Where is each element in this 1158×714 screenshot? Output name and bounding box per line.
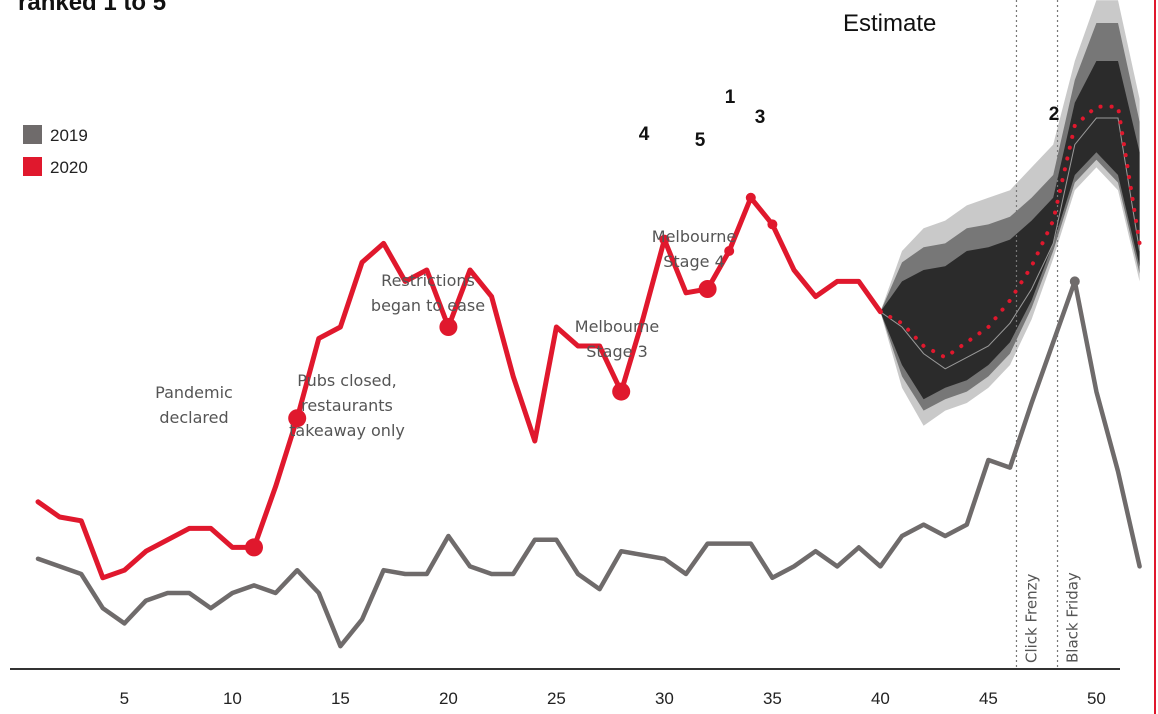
event-label: Black Friday bbox=[1064, 572, 1082, 663]
annotation-line: restaurants bbox=[301, 396, 393, 415]
x-tick-label: 25 bbox=[547, 689, 566, 708]
legend-swatch-2019 bbox=[23, 125, 42, 144]
highlight-points bbox=[245, 192, 1080, 557]
x-tick-label: 30 bbox=[655, 689, 674, 708]
event-marker-2020 bbox=[245, 538, 263, 557]
annotations: Pandemic declared Pubs closed, restaurants t… bbox=[155, 227, 736, 440]
series-lines bbox=[35, 104, 1142, 649]
rank-marker-2020 bbox=[767, 219, 778, 230]
rank-label: 2 bbox=[1049, 104, 1060, 125]
event-marker-2020 bbox=[439, 318, 458, 336]
annotation-line: Stage 3 bbox=[586, 342, 648, 361]
event-marker-2020 bbox=[698, 280, 717, 298]
estimate-center-line bbox=[880, 117, 1141, 370]
annotation-line: Stage 4 bbox=[663, 252, 725, 271]
rank-marker-2019 bbox=[1069, 276, 1080, 287]
annotation-line: began to ease bbox=[371, 296, 485, 315]
x-tick-label: 50 bbox=[1087, 689, 1106, 708]
chart-title-fragment: ranked 1 to 5 bbox=[18, 0, 166, 16]
estimate-bands bbox=[880, 0, 1141, 426]
legend-swatch-2020 bbox=[23, 157, 42, 176]
rank-marker-2020 bbox=[745, 192, 756, 203]
annotation-line: Melbourne bbox=[575, 317, 659, 336]
series-line-estimate bbox=[878, 104, 1142, 360]
rank-marker-2020 bbox=[724, 246, 735, 256]
x-tick-label: 5 bbox=[120, 689, 129, 708]
series-line-2019 bbox=[35, 279, 1142, 649]
legend: 2019 2020 bbox=[23, 125, 88, 177]
series-line-2020 bbox=[35, 195, 883, 581]
rank-marker-2020 bbox=[659, 234, 670, 245]
legend-label-2019: 2019 bbox=[50, 126, 88, 145]
x-tick-label: 15 bbox=[331, 689, 350, 708]
x-tick-label: 35 bbox=[763, 689, 782, 708]
annotation-line: Melbourne bbox=[652, 227, 736, 246]
annotation-line: Restrictions bbox=[381, 271, 475, 290]
event-label: Click Frenzy bbox=[1022, 574, 1040, 663]
legend-label-2020: 2020 bbox=[50, 158, 88, 177]
event-marker-2020 bbox=[288, 409, 307, 428]
annotation-line: declared bbox=[159, 408, 228, 427]
x-axis-ticks: 5 10 15 20 25 30 35 40 45 50 bbox=[120, 689, 1106, 708]
rank-label: 1 bbox=[725, 87, 736, 108]
annotation-line: Pandemic bbox=[155, 383, 233, 402]
rank-label: 3 bbox=[755, 107, 766, 128]
event-lines: Click Frenzy Black Friday bbox=[1015, 0, 1082, 669]
rank-labels: 1 2 3 4 5 bbox=[639, 87, 1060, 151]
x-tick-label: 40 bbox=[871, 689, 890, 708]
estimate-label: Estimate bbox=[843, 10, 936, 37]
rank-label: 4 bbox=[639, 124, 650, 145]
x-tick-label: 10 bbox=[223, 689, 242, 708]
annotation-line: takeaway only bbox=[289, 421, 405, 440]
event-marker-2020 bbox=[612, 382, 631, 401]
rank-label: 5 bbox=[695, 130, 706, 151]
x-tick-label: 20 bbox=[439, 689, 458, 708]
x-tick-label: 45 bbox=[979, 689, 998, 708]
annotation-line: Pubs closed, bbox=[297, 371, 397, 390]
